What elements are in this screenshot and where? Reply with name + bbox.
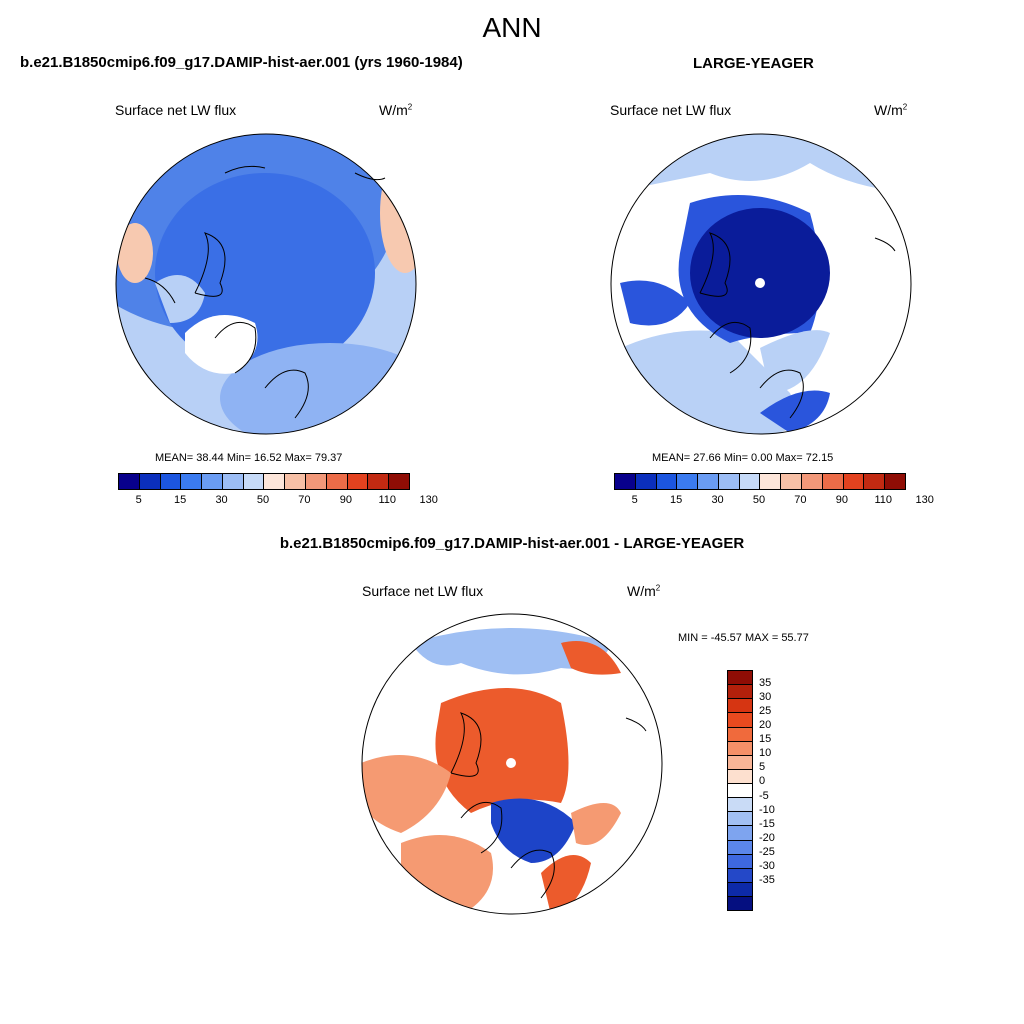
diff-colorbar-tick-label: -5 xyxy=(759,789,769,802)
diff-colorbar-swatch xyxy=(728,713,752,728)
right-colorbar-swatch xyxy=(739,474,761,489)
diff-colorbar-tick-label: -35 xyxy=(759,873,775,886)
right-colorbar-swatch xyxy=(698,474,719,489)
right-variable-label: Surface net LW flux xyxy=(610,102,732,118)
left-units-label: W/m2 xyxy=(379,102,413,118)
left-colorbar-swatch xyxy=(368,474,390,489)
diff-colorbar xyxy=(727,670,753,911)
left-colorbar-swatch xyxy=(202,474,223,489)
left-colorbar-labels: 5 15 30 50 70 90 110 130 xyxy=(118,494,438,508)
right-colorbar-tick-label: 130 xyxy=(915,494,934,506)
left-colorbar-tick-label: 130 xyxy=(419,494,438,506)
right-case-name: LARGE-YEAGER xyxy=(693,55,814,72)
right-colorbar-tick-label: 70 xyxy=(794,494,807,506)
left-stats: MEAN= 38.44 Min= 16.52 Max= 79.37 xyxy=(155,452,343,464)
left-colorbar-swatch xyxy=(285,474,307,489)
diff-variable-label: Surface net LW flux xyxy=(362,583,484,599)
right-colorbar-swatch xyxy=(843,474,865,489)
right-colorbar-swatch xyxy=(864,474,886,489)
left-colorbar-tick-label: 110 xyxy=(378,494,397,506)
diff-colorbar-swatch xyxy=(728,840,752,855)
left-colorbar-swatch xyxy=(181,474,203,489)
right-colorbar-swatch xyxy=(885,474,905,489)
diff-colorbar-tick-label: -20 xyxy=(759,831,775,844)
diff-colorbar-tick-label: 35 xyxy=(759,677,772,690)
diff-colorbar-swatch xyxy=(728,671,752,686)
diff-colorbar-swatch xyxy=(728,727,752,742)
right-colorbar-tick-label: 5 xyxy=(631,494,638,506)
diff-colorbar-tick-label: 15 xyxy=(759,733,772,746)
left-colorbar-tick-label: 15 xyxy=(174,494,187,506)
diff-colorbar-swatch xyxy=(728,868,752,883)
right-colorbar-tick-label: 30 xyxy=(711,494,724,506)
diff-colorbar-tick-label: 5 xyxy=(759,761,766,774)
diff-colorbar-tick-label: 10 xyxy=(759,747,772,760)
right-colorbar-tick-label: 50 xyxy=(752,494,766,506)
left-colorbar-swatch xyxy=(243,474,265,489)
left-colorbar-swatch xyxy=(389,474,409,489)
diff-colorbar-tick-label: 20 xyxy=(759,719,772,732)
right-colorbar-swatch xyxy=(635,474,657,489)
diff-colorbar-labels: 35 30 25 20 15 10 5 0 -5 -10 -15 -20 -25 -30 -35 xyxy=(759,670,799,909)
diff-colorbar-swatch xyxy=(728,741,752,756)
right-colorbar-swatch xyxy=(822,474,844,489)
right-colorbar xyxy=(614,473,906,490)
right-colorbar-tick-label: 15 xyxy=(670,494,683,506)
right-colorbar-tick-label: 90 xyxy=(835,494,848,506)
diff-colorbar-swatch xyxy=(728,854,752,869)
diff-colorbar-swatch xyxy=(728,769,752,784)
left-colorbar-tick-label: 50 xyxy=(256,494,270,506)
diff-colorbar-swatch xyxy=(728,798,752,813)
diff-colorbar-tick-label: -25 xyxy=(759,845,775,858)
right-colorbar-swatch xyxy=(781,474,803,489)
diff-colorbar-swatch xyxy=(728,882,752,897)
diff-colorbar-swatch xyxy=(728,784,752,799)
diff-colorbar-tick-label: 30 xyxy=(759,691,772,704)
right-colorbar-tick-label: 110 xyxy=(874,494,893,506)
diff-colorbar-swatch xyxy=(728,685,752,700)
left-colorbar-swatch xyxy=(306,474,327,489)
right-colorbar-swatch xyxy=(760,474,782,489)
diff-colorbar-tick-label: -10 xyxy=(759,803,775,816)
left-colorbar-tick-label: 5 xyxy=(135,494,142,506)
left-colorbar-tick-label: 90 xyxy=(339,494,352,506)
left-variable-label: Surface net LW flux xyxy=(115,102,237,118)
diff-case-name: b.e21.B1850cmip6.f09_g17.DAMIP-hist-aer.… xyxy=(279,535,745,552)
diff-stats: MIN = -45.57 MAX = 55.77 xyxy=(678,632,809,644)
right-units-label: W/m2 xyxy=(874,102,908,118)
right-stats: MEAN= 27.66 Min= 0.00 Max= 72.15 xyxy=(652,452,834,464)
left-colorbar-swatch xyxy=(139,474,161,489)
figure-title: ANN xyxy=(482,12,542,43)
right-colorbar-swatch xyxy=(615,474,636,489)
diff-colorbar-tick-label: 25 xyxy=(759,705,772,718)
diff-colorbar-swatch xyxy=(728,897,752,911)
diff-colorbar-swatch xyxy=(728,699,752,714)
diff-colorbar-tick-label: -30 xyxy=(759,859,775,872)
right-colorbar-swatch xyxy=(656,474,678,489)
left-case-name: b.e21.B1850cmip6.f09_g17.DAMIP-hist-aer.… xyxy=(20,54,463,71)
right-colorbar-swatch xyxy=(677,474,699,489)
left-colorbar-swatch xyxy=(222,474,244,489)
diff-units-label: W/m2 xyxy=(627,583,661,599)
diff-colorbar-swatch xyxy=(728,812,752,827)
left-colorbar xyxy=(118,473,410,490)
right-polar-map xyxy=(610,133,912,435)
diff-polar-map xyxy=(361,613,663,915)
left-colorbar-swatch xyxy=(347,474,369,489)
left-polar-map xyxy=(115,133,417,435)
right-colorbar-swatch xyxy=(802,474,823,489)
left-colorbar-swatch xyxy=(264,474,286,489)
left-colorbar-swatch xyxy=(119,474,140,489)
diff-colorbar-swatch xyxy=(728,755,752,770)
diff-colorbar-swatch xyxy=(728,826,752,841)
left-colorbar-swatch xyxy=(326,474,348,489)
left-colorbar-tick-label: 70 xyxy=(298,494,311,506)
left-colorbar-swatch xyxy=(160,474,182,489)
right-colorbar-swatch xyxy=(718,474,740,489)
right-colorbar-labels: 5 15 30 50 70 90 110 130 xyxy=(614,494,934,508)
diff-colorbar-tick-label: 0 xyxy=(759,775,766,788)
left-colorbar-tick-label: 30 xyxy=(215,494,228,506)
diff-colorbar-tick-label: -15 xyxy=(759,817,775,830)
